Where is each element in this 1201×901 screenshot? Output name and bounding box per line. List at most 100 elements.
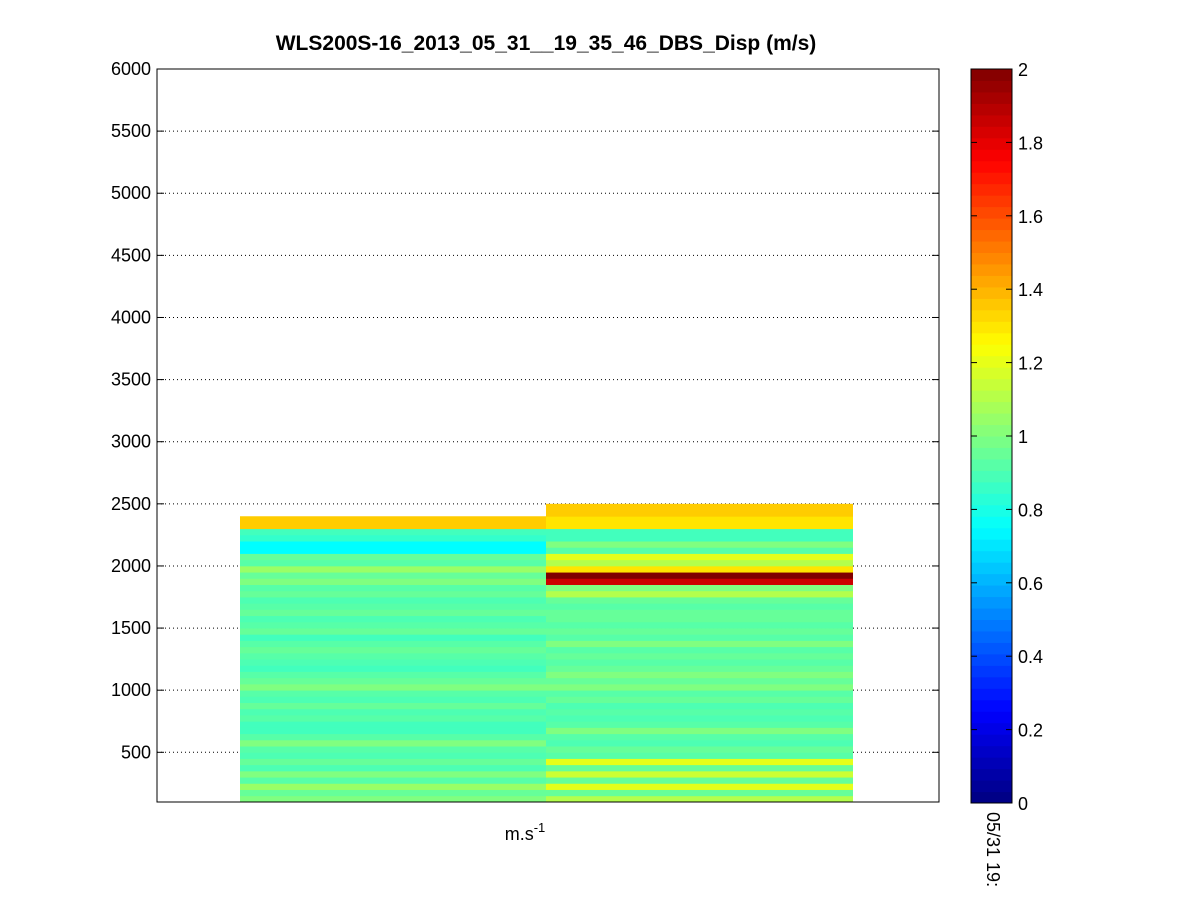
colorbar-segment <box>971 562 1012 575</box>
colorbar-tick-label: 0 <box>1018 794 1028 814</box>
heatmap-cell <box>546 727 853 735</box>
heatmap-cell <box>546 609 853 617</box>
colorbar-segment <box>971 218 1012 231</box>
colorbar-segment <box>971 711 1012 724</box>
colorbar-segment <box>971 69 1012 81</box>
y-tick-label: 2000 <box>111 556 151 576</box>
heatmap-cell <box>240 708 546 716</box>
y-tick-label: 1000 <box>111 680 151 700</box>
heatmap-cell <box>240 572 546 579</box>
colorbar-tick-label: 1.4 <box>1018 280 1043 300</box>
plot-frame <box>156 68 940 803</box>
colorbar-segment <box>971 355 1012 368</box>
heatmap-cell <box>546 696 853 704</box>
heatmap-cell <box>546 646 853 654</box>
heatmap-cell <box>240 789 546 797</box>
colorbar-segment <box>971 734 1012 747</box>
colorbar-segment <box>971 573 1012 586</box>
heatmap-cell <box>240 758 546 766</box>
heatmap-cell <box>546 733 853 741</box>
heatmap-cell <box>546 615 853 623</box>
heatmap-cell <box>546 652 853 660</box>
colorbar-tick-label: 1.8 <box>1018 133 1043 153</box>
heatmap-cell <box>546 634 853 641</box>
time-label: 05/31 19: <box>983 812 1003 887</box>
heatmap-cell <box>546 783 853 790</box>
heatmap-cell <box>240 690 546 697</box>
colorbar-segment <box>971 229 1012 242</box>
y-axis-ticks: 500 1000 1500 2000 2500 3000 3500 4000 4500 5000 5… <box>111 59 939 762</box>
heatmap-cell <box>240 733 546 741</box>
colorbar-tick-label: 1 <box>1018 427 1028 447</box>
heatmap-cell <box>546 547 853 554</box>
heatmap-cell <box>546 665 853 672</box>
heatmap-cell <box>240 516 546 523</box>
colorbar-tick-label: 0.4 <box>1018 647 1043 667</box>
heatmap-cell <box>546 559 853 567</box>
heatmap-cell <box>546 534 853 542</box>
colorbar-segment <box>971 768 1012 781</box>
colorbar-segment <box>971 665 1012 678</box>
heatmap-cell <box>240 522 546 530</box>
colorbar-segment <box>971 757 1012 770</box>
colorbar-segment <box>971 493 1012 506</box>
heatmap-cell <box>240 721 546 728</box>
plot-area: 500 1000 1500 2000 2500 3000 3500 4000 4500 5000 5… <box>111 59 940 803</box>
colorbar-segment <box>971 298 1012 311</box>
colorbar-tick-label: 0.8 <box>1018 500 1043 520</box>
colorbar-segment <box>971 137 1012 150</box>
colorbar-segment <box>971 91 1012 104</box>
heatmap-cell <box>240 702 546 710</box>
y-tick-label: 4000 <box>111 307 151 327</box>
colorbar-segment <box>971 241 1012 253</box>
colorbar-segment <box>971 286 1012 299</box>
colorbar-tick-label: 1.6 <box>1018 207 1043 227</box>
heatmap-cell <box>240 696 546 704</box>
colorbar-segment <box>971 550 1012 563</box>
colorbar-segment <box>971 608 1012 620</box>
colorbar-segment <box>971 172 1012 185</box>
colorbar-tick-label: 1.2 <box>1018 354 1043 374</box>
heatmap-cell <box>240 559 546 567</box>
y-tick-label: 6000 <box>111 59 151 79</box>
y-tick-label: 5500 <box>111 121 151 141</box>
colorbar-segment <box>971 780 1012 793</box>
y-tick-label: 1500 <box>111 618 151 638</box>
heatmap-cell <box>240 715 546 722</box>
colorbar-segment <box>971 527 1012 540</box>
colorbar-segment <box>971 585 1012 598</box>
heatmap-cell <box>240 603 546 610</box>
heatmap-cell <box>546 671 853 679</box>
colorbar-segment <box>971 160 1012 173</box>
heatmap-cell <box>240 584 546 592</box>
heatmap-cell <box>240 665 546 672</box>
heatmap-cell <box>240 671 546 679</box>
y-tick-label: 3000 <box>111 432 151 452</box>
heatmap-cell <box>546 721 853 728</box>
y-tick-label: 3500 <box>111 370 151 390</box>
heatmap-cell <box>546 789 853 797</box>
heatmap-cell <box>240 565 546 573</box>
colorbar-segment <box>971 344 1012 357</box>
colorbar-segment <box>971 630 1012 643</box>
colorbar-segment <box>971 699 1012 712</box>
heatmap-cell <box>240 609 546 617</box>
heatmap-cell <box>240 634 546 641</box>
colorbar-segment <box>971 390 1012 403</box>
colorbar-segment <box>971 596 1012 609</box>
colorbar-segment <box>971 80 1012 93</box>
heatmap-cell <box>546 777 853 784</box>
colorbar-segment <box>971 447 1012 460</box>
y-tick-label: 500 <box>121 742 151 762</box>
heatmap-cell <box>546 565 853 573</box>
heatmap-cell <box>240 646 546 654</box>
heatmap-cell <box>546 603 853 610</box>
colorbar-segment <box>971 653 1012 666</box>
heatmap-cell <box>240 547 546 554</box>
heatmap-cell <box>240 677 546 685</box>
heatmap-cell <box>240 615 546 623</box>
colorbar-tick-label: 0.2 <box>1018 721 1043 741</box>
colorbar-segment <box>971 126 1012 139</box>
colorbar-segment <box>971 413 1012 426</box>
